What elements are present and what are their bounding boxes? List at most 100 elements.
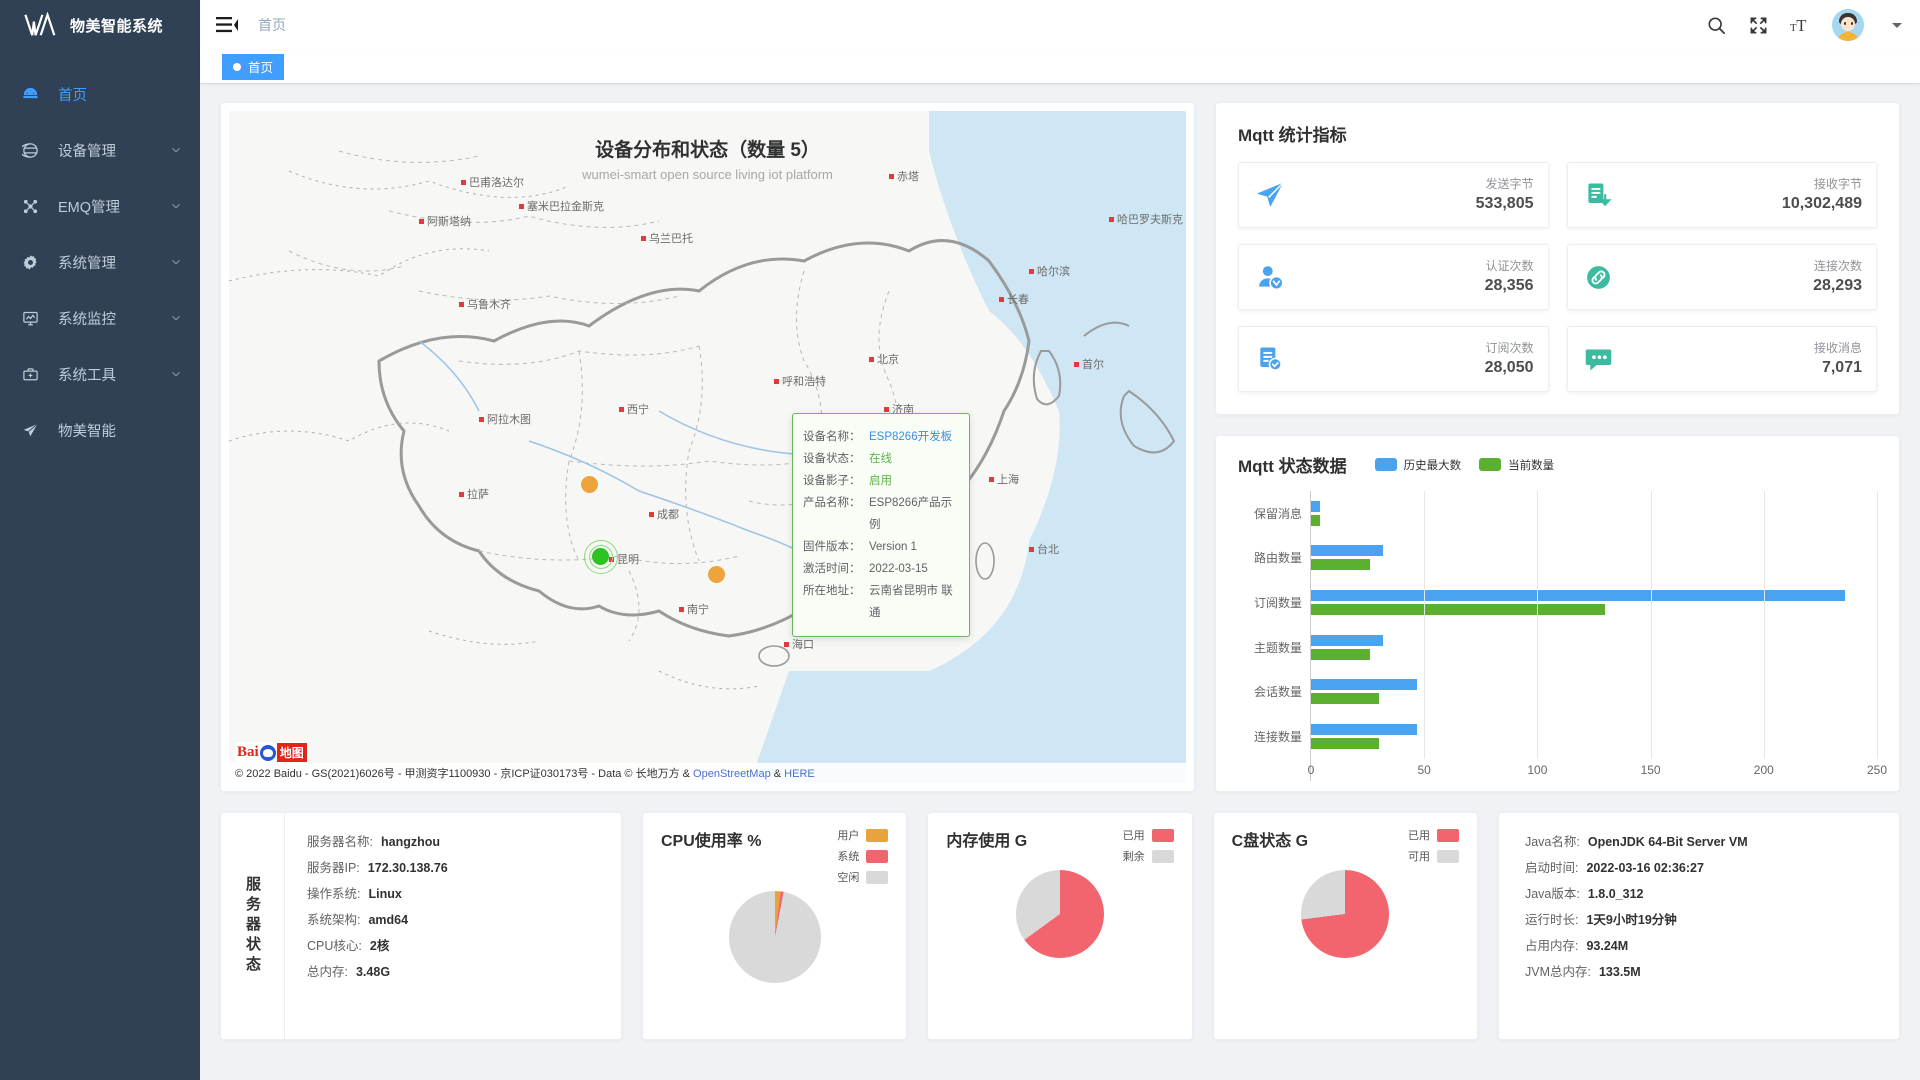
device-tooltip-value[interactable]: ESP8266开发板 [869,431,953,443]
city-name: 阿斯塔纳 [427,216,471,228]
bottom-row: 服务器状态 服务器名称: hangzhou 服务器IP: 172.30.138.76 操… [220,812,1900,1040]
legend-label: 历史最大数 [1403,459,1462,472]
chart-bar[interactable] [1311,604,1606,616]
device-map[interactable]: 巴甫洛达尔 阿斯塔纳 塞米巴拉金斯克 赤塔 哈巴罗夫斯克 乌兰巴托 哈尔滨 阿拉木图 乌鲁木齐 长… [229,111,1186,783]
cpu-card-header: CPU使用率 % 用户 系统 空闲 [661,827,889,885]
toolbox-icon [22,366,44,383]
chevron-down-icon[interactable] [170,144,182,156]
city-marker-icon [999,296,1004,302]
attribution-amp: & [773,768,782,780]
server-info-key: 服务器IP: [307,861,360,875]
pie-legend-item[interactable]: 空闲 [837,869,889,885]
mqtt-stat-text: 发送字节 533,805 [1287,176,1534,215]
emq-icon [22,198,44,215]
pie-legend-item[interactable]: 剩余 [1123,848,1174,864]
mqtt-stat-card[interactable]: 接收字节 10,302,489 [1566,162,1877,228]
city-marker-icon [889,173,894,179]
chart-x-tick: 0 [1307,763,1315,777]
java-info-key: JVM总内存: [1524,965,1591,979]
device-tooltip-value: 启用 [869,475,892,487]
sidebar-item-6[interactable]: 物美智能 [0,402,200,458]
osm-link[interactable]: OpenStreetMap [693,768,771,780]
chart-bars [1311,491,1877,759]
font-size-icon[interactable]: T T [1790,15,1810,35]
mqtt-stat-value: 28,293 [1813,276,1862,294]
tag-item-home[interactable]: 首页 [222,53,285,80]
chart-category-label: 路由数量 [1253,551,1302,566]
java-info-value: 93.24M [1586,939,1629,953]
pie-legend-item[interactable]: 系统 [837,848,889,864]
chart-bar[interactable] [1311,679,1418,691]
link-icon [1582,260,1616,294]
chevron-down-icon[interactable] [170,200,182,212]
device-tooltip-value: Version 1 [869,541,917,553]
server-status-card: 服务器状态 服务器名称: hangzhou 服务器IP: 172.30.138.76 操… [220,812,622,1040]
fullscreen-icon[interactable] [1748,15,1768,35]
chart-bar[interactable] [1311,634,1384,646]
java-info-row: 运行时长: 1天9小时19分钟 [1525,907,1899,933]
mqtt-stat-card[interactable]: 订阅次数 28,050 [1238,326,1549,392]
chart-bar[interactable] [1311,724,1418,736]
pie-legend-item[interactable]: 已用 [1123,827,1174,843]
chart-bar[interactable] [1311,648,1370,660]
sidebar-item-4[interactable]: 系统监控 [0,290,200,346]
chart-x-tick: 200 [1753,763,1774,777]
map-city-label: 海口 [784,636,814,652]
chevron-down-icon[interactable] [170,368,182,380]
chart-bar[interactable] [1311,514,1321,526]
device-marker-offline[interactable] [708,566,725,583]
sidebar-logo[interactable]: 物美智能系统 [0,0,200,50]
sidebar-item-1[interactable]: 设备管理 [0,122,200,178]
pie-legend-item[interactable]: 已用 [1408,827,1459,843]
chart-category-label: 保留消息 [1253,506,1302,521]
chart-legend-item[interactable]: 历史最大数 [1374,457,1462,473]
sidebar-item-label: 系统监控 [58,311,116,328]
city-marker-icon [479,416,484,422]
baidu-logo-text: Bai [237,744,259,760]
mqtt-stat-card[interactable]: 连接次数 28,293 [1566,244,1877,310]
mqtt-stat-value: 533,805 [1475,194,1534,212]
top-navbar: 首页 [200,0,1920,50]
java-info-row: 占用内存: 93.24M [1525,933,1899,959]
sidebar-item-3[interactable]: 系统管理 [0,234,200,290]
pie-legend-swatch [1436,849,1459,863]
sidebar-item-2[interactable]: EMQ管理 [0,178,200,234]
city-marker-icon [641,235,646,241]
mqtt-stat-card[interactable]: 接收消息 7,071 [1566,326,1877,392]
device-marker-online[interactable] [592,548,609,565]
chart-bar[interactable] [1311,500,1321,512]
chart-bar[interactable] [1311,738,1379,750]
server-info-row: 总内存: 3.48G [307,959,621,985]
chevron-down-icon[interactable] [170,256,182,268]
sidebar-item-0[interactable]: 首页 [0,66,200,122]
here-link[interactable]: HERE [784,768,815,780]
device-marker-offline[interactable] [581,476,598,493]
chart-category-label: 订阅数量 [1253,596,1302,611]
city-name: 塞米巴拉金斯克 [527,201,604,213]
chevron-down-icon[interactable] [1892,22,1902,28]
mqtt-stat-card[interactable]: 认证次数 28,356 [1238,244,1549,310]
city-name: 长春 [1007,294,1029,306]
chevron-down-icon[interactable] [170,312,182,324]
city-marker-icon [419,218,424,224]
avatar[interactable] [1832,9,1864,41]
pie-legend-item[interactable]: 可用 [1408,848,1459,864]
app-title: 物美智能系统 [70,17,164,35]
chart-legend-item[interactable]: 当前数量 [1479,457,1554,473]
city-marker-icon [679,606,684,612]
chart-bar[interactable] [1311,693,1379,705]
map-city-label: 乌兰巴托 [641,230,693,246]
city-marker-icon [989,476,994,482]
menu-collapse-icon[interactable] [216,15,238,35]
sidebar-item-5[interactable]: 系统工具 [0,346,200,402]
pie-legend-label: 剩余 [1122,851,1145,863]
map-city-label: 巴甫洛达尔 [461,174,524,190]
mqtt-stat-card[interactable]: 发送字节 533,805 [1238,162,1549,228]
chart-bar[interactable] [1311,590,1846,602]
chart-bar[interactable] [1311,559,1370,571]
chart-bar[interactable] [1311,545,1384,557]
breadcrumb[interactable]: 首页 [258,17,286,33]
mqtt-stat-text: 接收字节 10,302,489 [1616,176,1862,215]
search-icon[interactable] [1706,15,1726,35]
pie-legend-item[interactable]: 用户 [837,827,889,843]
